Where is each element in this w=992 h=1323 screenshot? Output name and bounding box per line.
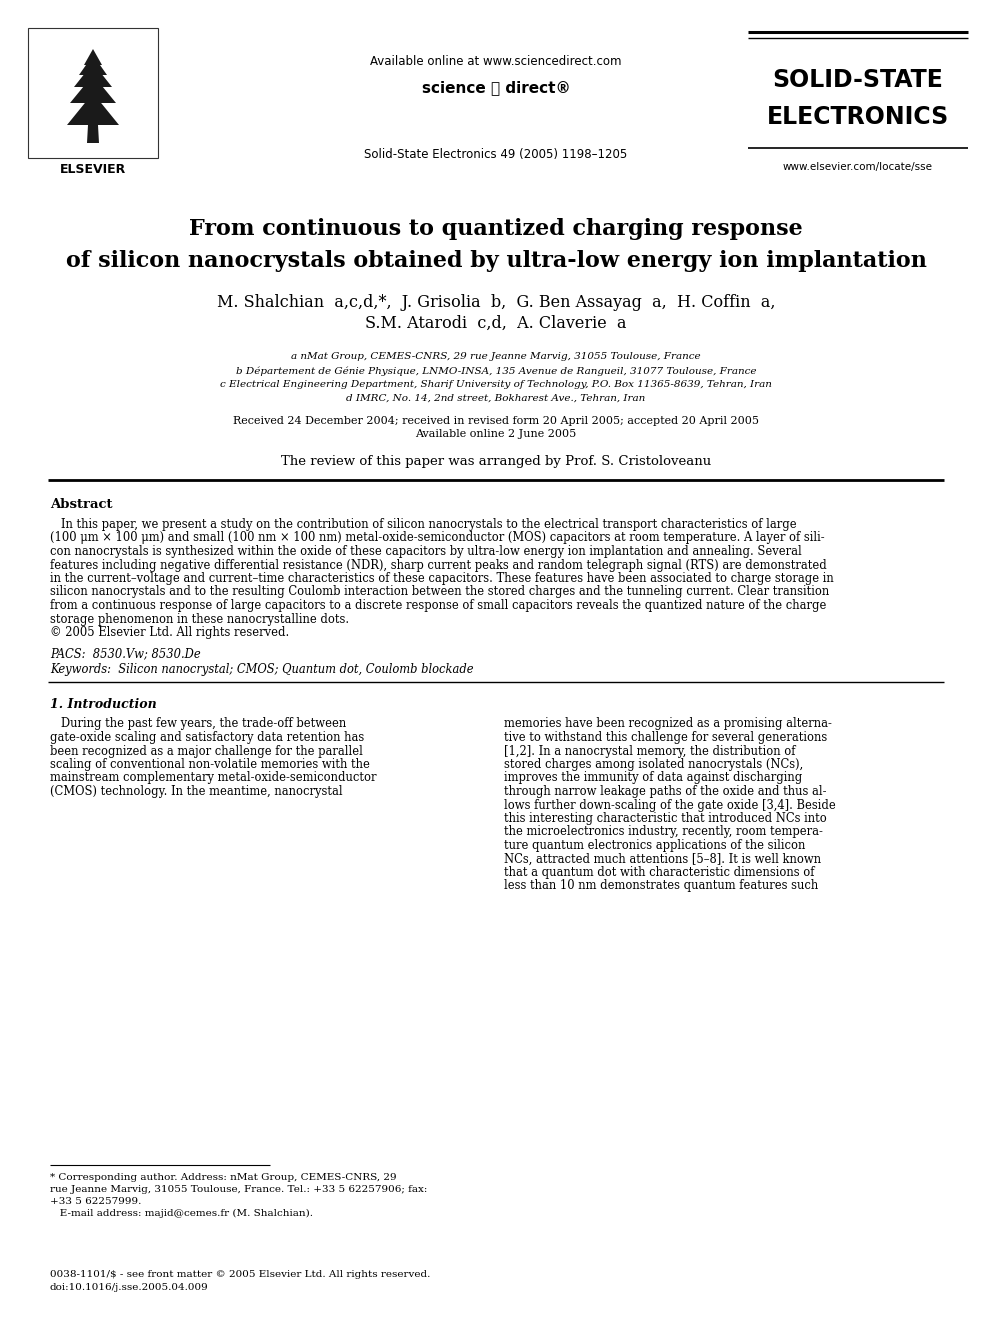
Polygon shape bbox=[67, 93, 119, 124]
Text: (CMOS) technology. In the meantime, nanocrystal: (CMOS) technology. In the meantime, nano… bbox=[50, 785, 342, 798]
Text: silicon nanocrystals and to the resulting Coulomb interaction between the stored: silicon nanocrystals and to the resultin… bbox=[50, 586, 829, 598]
Text: lows further down-scaling of the gate oxide [3,4]. Beside: lows further down-scaling of the gate ox… bbox=[504, 799, 835, 811]
Text: rue Jeanne Marvig, 31055 Toulouse, France. Tel.: +33 5 62257906; fax:: rue Jeanne Marvig, 31055 Toulouse, Franc… bbox=[50, 1185, 428, 1193]
Text: [1,2]. In a nanocrystal memory, the distribution of: [1,2]. In a nanocrystal memory, the dist… bbox=[504, 745, 796, 758]
Text: NCs, attracted much attentions [5–8]. It is well known: NCs, attracted much attentions [5–8]. It… bbox=[504, 852, 821, 865]
Text: The review of this paper was arranged by Prof. S. Cristoloveanu: The review of this paper was arranged by… bbox=[281, 455, 711, 468]
Text: 1. Introduction: 1. Introduction bbox=[50, 697, 157, 710]
Text: d IMRC, No. 14, 2nd street, Bokharest Ave., Tehran, Iran: d IMRC, No. 14, 2nd street, Bokharest Av… bbox=[346, 394, 646, 404]
Text: storage phenomenon in these nanocrystalline dots.: storage phenomenon in these nanocrystall… bbox=[50, 613, 349, 626]
Text: this interesting characteristic that introduced NCs into: this interesting characteristic that int… bbox=[504, 812, 826, 826]
Text: tive to withstand this challenge for several generations: tive to withstand this challenge for sev… bbox=[504, 732, 827, 744]
Text: in the current–voltage and current–time characteristics of these capacitors. The: in the current–voltage and current–time … bbox=[50, 572, 833, 585]
Text: E-mail address: majid@cemes.fr (M. Shalchian).: E-mail address: majid@cemes.fr (M. Shalc… bbox=[50, 1209, 313, 1218]
Text: www.elsevier.com/locate/sse: www.elsevier.com/locate/sse bbox=[783, 161, 933, 172]
Text: PACS:  8530.Vw; 8530.De: PACS: 8530.Vw; 8530.De bbox=[50, 647, 200, 660]
Text: © 2005 Elsevier Ltd. All rights reserved.: © 2005 Elsevier Ltd. All rights reserved… bbox=[50, 626, 290, 639]
Text: Received 24 December 2004; received in revised form 20 April 2005; accepted 20 A: Received 24 December 2004; received in r… bbox=[233, 415, 759, 426]
Text: con nanocrystals is synthesized within the oxide of these capacitors by ultra-lo: con nanocrystals is synthesized within t… bbox=[50, 545, 802, 558]
Text: From continuous to quantized charging response: From continuous to quantized charging re… bbox=[189, 218, 803, 239]
Text: +33 5 62257999.: +33 5 62257999. bbox=[50, 1197, 142, 1207]
Text: M. Shalchian  a,c,d,*,  J. Grisolia  b,  G. Ben Assayag  a,  H. Coffin  a,: M. Shalchian a,c,d,*, J. Grisolia b, G. … bbox=[216, 294, 776, 311]
Text: less than 10 nm demonstrates quantum features such: less than 10 nm demonstrates quantum fea… bbox=[504, 880, 818, 893]
Text: ture quantum electronics applications of the silicon: ture quantum electronics applications of… bbox=[504, 839, 806, 852]
Text: Available online 2 June 2005: Available online 2 June 2005 bbox=[416, 429, 576, 439]
Text: features including negative differential resistance (NDR), sharp current peaks a: features including negative differential… bbox=[50, 558, 826, 572]
Text: During the past few years, the trade-off between: During the past few years, the trade-off… bbox=[50, 717, 346, 730]
Text: science ⓓ direct®: science ⓓ direct® bbox=[422, 79, 570, 95]
Text: Keywords:  Silicon nanocrystal; CMOS; Quantum dot, Coulomb blockade: Keywords: Silicon nanocrystal; CMOS; Qua… bbox=[50, 663, 473, 676]
Text: of silicon nanocrystals obtained by ultra-low energy ion implantation: of silicon nanocrystals obtained by ultr… bbox=[65, 250, 927, 273]
Text: through narrow leakage paths of the oxide and thus al-: through narrow leakage paths of the oxid… bbox=[504, 785, 826, 798]
Text: memories have been recognized as a promising alterna-: memories have been recognized as a promi… bbox=[504, 717, 832, 730]
Text: from a continuous response of large capacitors to a discrete response of small c: from a continuous response of large capa… bbox=[50, 599, 826, 613]
Text: ELSEVIER: ELSEVIER bbox=[60, 163, 126, 176]
Text: (100 μm × 100 μm) and small (100 nm × 100 nm) metal-oxide-semiconductor (MOS) ca: (100 μm × 100 μm) and small (100 nm × 10… bbox=[50, 532, 824, 545]
Polygon shape bbox=[79, 56, 107, 75]
Polygon shape bbox=[87, 124, 99, 143]
Text: 0038-1101/$ - see front matter © 2005 Elsevier Ltd. All rights reserved.: 0038-1101/$ - see front matter © 2005 El… bbox=[50, 1270, 431, 1279]
Text: gate-oxide scaling and satisfactory data retention has: gate-oxide scaling and satisfactory data… bbox=[50, 732, 364, 744]
Text: ELECTRONICS: ELECTRONICS bbox=[767, 105, 949, 130]
Polygon shape bbox=[70, 75, 116, 103]
Text: that a quantum dot with characteristic dimensions of: that a quantum dot with characteristic d… bbox=[504, 867, 814, 878]
Polygon shape bbox=[74, 64, 112, 87]
Text: stored charges among isolated nanocrystals (NCs),: stored charges among isolated nanocrysta… bbox=[504, 758, 804, 771]
Text: b Département de Génie Physique, LNMO-INSA, 135 Avenue de Rangueil, 31077 Toulou: b Département de Génie Physique, LNMO-IN… bbox=[236, 366, 756, 376]
Polygon shape bbox=[84, 49, 102, 65]
Text: c Electrical Engineering Department, Sharif University of Technology, P.O. Box 1: c Electrical Engineering Department, Sha… bbox=[220, 380, 772, 389]
Text: Abstract: Abstract bbox=[50, 497, 112, 511]
Text: a nMat Group, CEMES-CNRS, 29 rue Jeanne Marvig, 31055 Toulouse, France: a nMat Group, CEMES-CNRS, 29 rue Jeanne … bbox=[292, 352, 700, 361]
Bar bbox=[28, 28, 158, 157]
Text: SOLID-STATE: SOLID-STATE bbox=[773, 67, 943, 93]
Text: S.M. Atarodi  c,d,  A. Claverie  a: S.M. Atarodi c,d, A. Claverie a bbox=[365, 315, 627, 332]
Text: improves the immunity of data against discharging: improves the immunity of data against di… bbox=[504, 771, 803, 785]
Text: In this paper, we present a study on the contribution of silicon nanocrystals to: In this paper, we present a study on the… bbox=[50, 519, 797, 531]
Text: been recognized as a major challenge for the parallel: been recognized as a major challenge for… bbox=[50, 745, 363, 758]
Text: scaling of conventional non-volatile memories with the: scaling of conventional non-volatile mem… bbox=[50, 758, 370, 771]
Text: doi:10.1016/j.sse.2005.04.009: doi:10.1016/j.sse.2005.04.009 bbox=[50, 1283, 208, 1293]
Text: Available online at www.sciencedirect.com: Available online at www.sciencedirect.co… bbox=[370, 56, 622, 67]
Text: the microelectronics industry, recently, room tempera-: the microelectronics industry, recently,… bbox=[504, 826, 823, 839]
Text: Solid-State Electronics 49 (2005) 1198–1205: Solid-State Electronics 49 (2005) 1198–1… bbox=[364, 148, 628, 161]
Text: * Corresponding author. Address: nMat Group, CEMES-CNRS, 29: * Corresponding author. Address: nMat Gr… bbox=[50, 1174, 397, 1181]
Text: mainstream complementary metal-oxide-semiconductor: mainstream complementary metal-oxide-sem… bbox=[50, 771, 377, 785]
